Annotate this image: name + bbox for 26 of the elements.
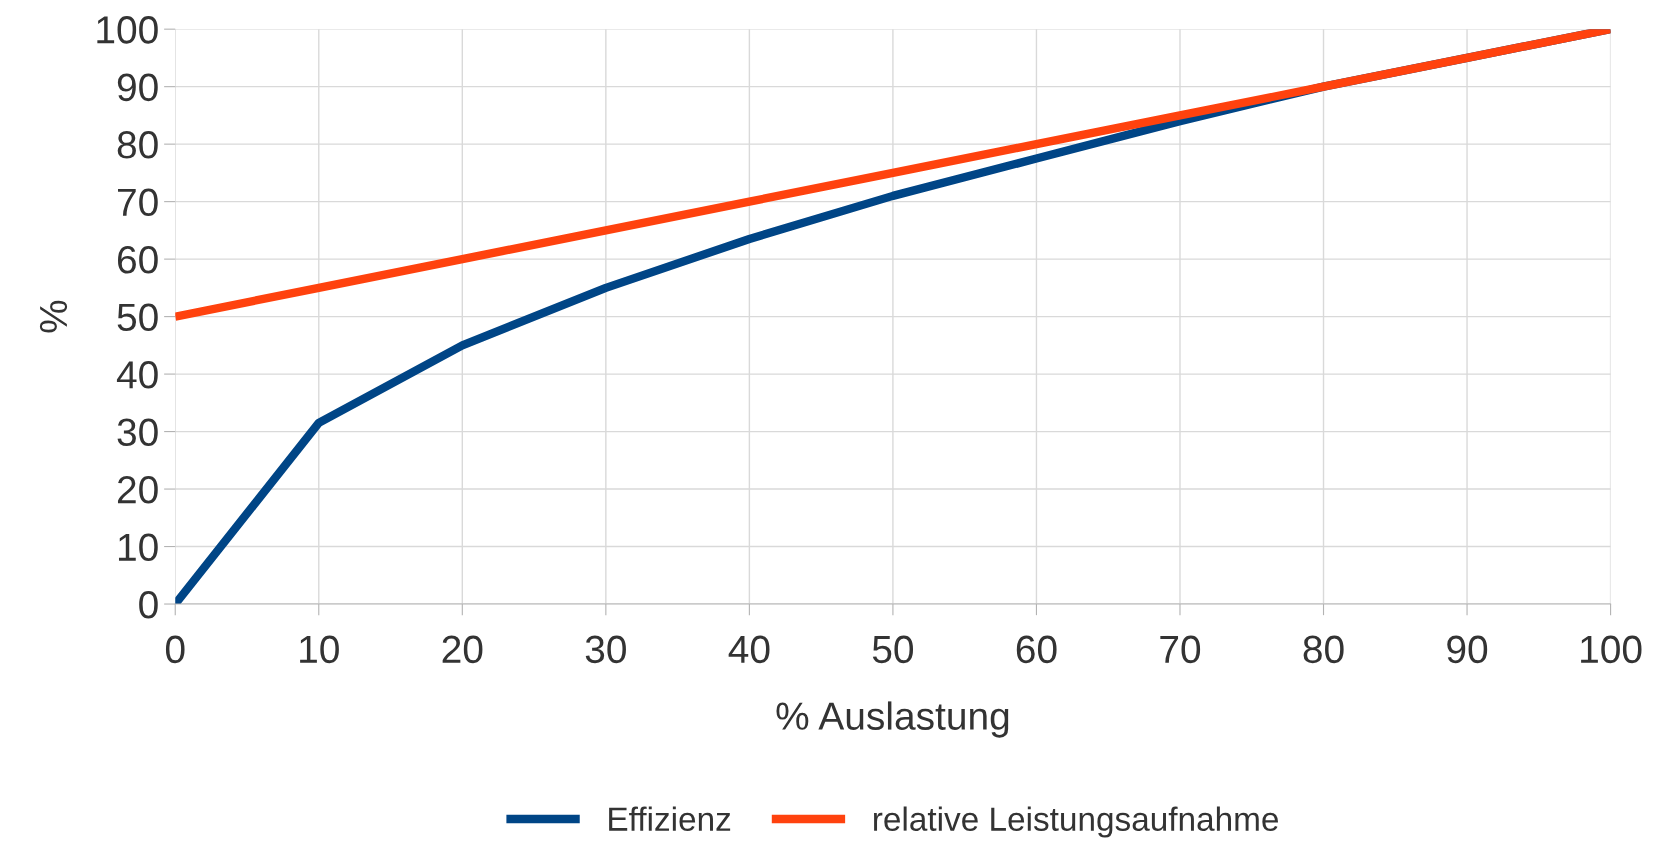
y-tick-label: 0 (139, 590, 158, 619)
x-tick-label: 80 (1303, 635, 1344, 664)
y-tick-label: 70 (118, 188, 158, 217)
x-tick-label: 50 (872, 635, 914, 664)
x-tick-label: 70 (1160, 635, 1201, 664)
x-tick-label: 60 (1016, 635, 1057, 664)
y-tick-label: 40 (116, 361, 158, 389)
y-tick-label: 100 (97, 16, 158, 44)
x-tick-label: 90 (1447, 635, 1488, 664)
x-tick-label: 0 (165, 635, 185, 664)
y-tick-label: 60 (118, 246, 158, 274)
x-tick-label: 20 (442, 635, 483, 664)
x-tick-label: 40 (728, 635, 770, 664)
legend-label: Effizienz (609, 806, 731, 831)
y-tick-label: 50 (117, 303, 158, 332)
x-tick-label: 30 (585, 635, 626, 664)
y-axis-title: % (39, 300, 68, 333)
x-tick-label: 100 (1581, 635, 1642, 664)
y-tick-label: 20 (117, 476, 158, 504)
y-tick-label: 80 (117, 131, 158, 159)
y-tick-label: 90 (117, 73, 158, 102)
y-tick-label: 10 (118, 533, 158, 562)
y-tick-label: 30 (117, 418, 158, 447)
legend-label: relative Leistungsaufnahme (874, 806, 1278, 838)
x-axis-title: % Auslastung (776, 701, 1009, 738)
x-tick-label: 10 (300, 635, 339, 664)
